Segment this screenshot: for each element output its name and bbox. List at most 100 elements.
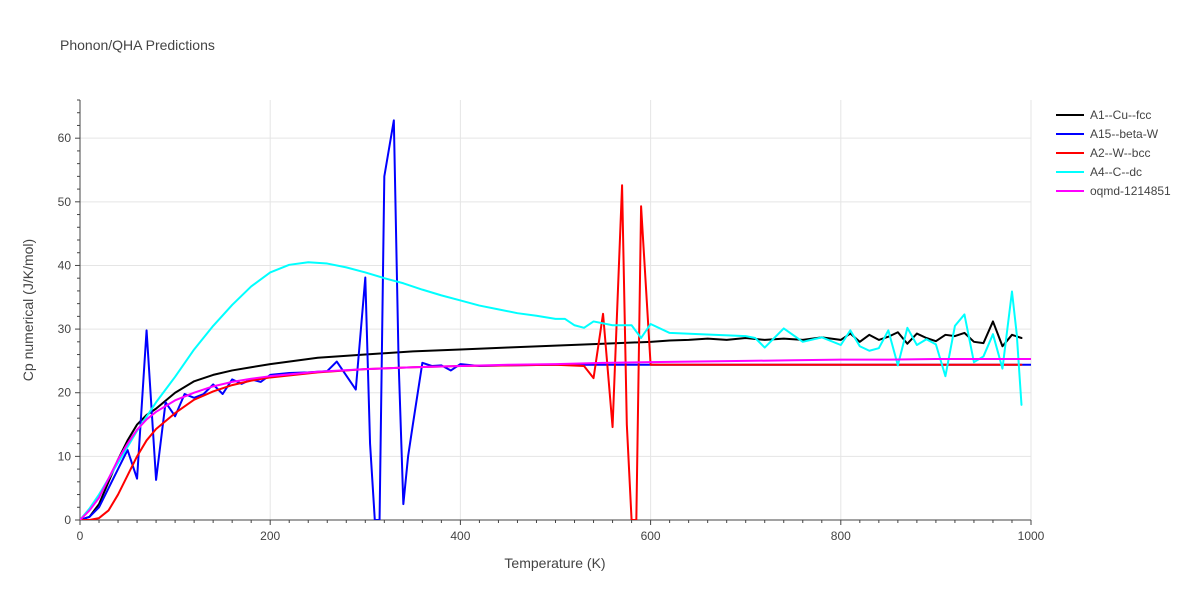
data-point — [354, 388, 358, 392]
data-point — [915, 343, 919, 347]
data-point — [820, 335, 824, 339]
x-tick-label: 1000 — [1018, 529, 1045, 543]
data-point — [801, 340, 805, 344]
data-point — [924, 337, 928, 341]
legend-item[interactable]: A2--W--bcc — [1056, 146, 1150, 160]
series-line-4[interactable] — [80, 358, 1031, 520]
series-line-2[interactable] — [80, 184, 1023, 520]
data-point — [934, 342, 938, 346]
x-tick-label: 800 — [831, 529, 851, 543]
data-point — [192, 391, 196, 395]
data-point — [268, 362, 272, 366]
data-point — [848, 328, 852, 332]
y-tick-label: 40 — [58, 258, 72, 272]
data-point — [173, 391, 177, 395]
data-point — [221, 392, 225, 396]
data-point — [145, 328, 149, 332]
data-point — [477, 304, 481, 308]
data-point — [164, 400, 168, 404]
data-point — [953, 324, 957, 328]
data-point — [411, 423, 415, 427]
data-point — [368, 442, 372, 446]
series-line-3[interactable] — [80, 261, 1023, 520]
data-point — [687, 338, 691, 342]
chart-title: Phonon/QHA Predictions — [60, 37, 215, 53]
series-line-0[interactable] — [80, 320, 1023, 520]
data-point — [1029, 357, 1033, 361]
legend[interactable]: A1--Cu--fcc A15--beta-W A2--W--bcc A4--C--d… — [1056, 108, 1171, 198]
data-point — [458, 347, 462, 351]
y-tick-label: 10 — [58, 449, 72, 463]
y-tick-label: 60 — [58, 131, 72, 145]
data-point — [582, 364, 586, 368]
data-point — [962, 312, 966, 316]
data-point — [554, 317, 558, 321]
data-point — [554, 362, 558, 366]
data-point — [135, 428, 139, 432]
data-point — [573, 323, 577, 327]
data-point — [877, 338, 881, 342]
data-point — [791, 358, 795, 362]
y-axis-title: Cp numerical (J/K/mol) — [20, 239, 36, 381]
data-point — [896, 363, 900, 367]
y-tick-label: 0 — [64, 513, 71, 527]
data-point — [401, 281, 405, 285]
data-point — [420, 288, 424, 292]
data-point — [962, 331, 966, 335]
data-point — [192, 398, 196, 402]
data-point — [268, 270, 272, 274]
data-point — [154, 410, 158, 414]
data-point — [211, 384, 215, 388]
data-point — [506, 363, 510, 367]
data-point — [363, 270, 367, 274]
data-point — [1019, 336, 1023, 340]
data-point — [634, 518, 638, 522]
data-point — [449, 368, 453, 372]
data-point — [943, 333, 947, 337]
data-point — [639, 204, 643, 208]
data-point — [649, 360, 653, 364]
data-point — [496, 307, 500, 311]
data-point — [154, 400, 158, 404]
legend-item[interactable]: A15--beta-W — [1056, 127, 1159, 141]
data-point — [211, 324, 215, 328]
data-point — [249, 284, 253, 288]
data-point — [867, 349, 871, 353]
data-point — [592, 319, 596, 323]
data-point — [839, 363, 843, 367]
legend-item[interactable]: A4--C--dc — [1056, 165, 1142, 179]
legend-label: A1--Cu--fcc — [1090, 108, 1151, 122]
data-point — [934, 363, 938, 367]
data-point — [126, 473, 130, 477]
data-point — [325, 262, 329, 266]
data-point — [981, 341, 985, 345]
data-point — [886, 328, 890, 332]
legend-item[interactable]: oqmd-1214851 — [1056, 184, 1171, 198]
data-point — [126, 442, 130, 446]
y-tick-label: 20 — [58, 386, 72, 400]
data-point — [668, 339, 672, 343]
data-point — [839, 358, 843, 362]
data-point — [915, 332, 919, 336]
data-point — [639, 336, 643, 340]
data-point — [649, 322, 653, 326]
data-point — [877, 346, 881, 350]
data-point — [886, 358, 890, 362]
data-point — [991, 332, 995, 336]
data-point — [268, 374, 272, 378]
data-point — [135, 423, 139, 427]
axis-layer: 0 200 400 600 800 1000 0 10 20 30 40 50 60 — [58, 99, 1045, 543]
data-point — [230, 303, 234, 307]
data-point — [601, 361, 605, 365]
data-point — [135, 454, 139, 458]
legend-item[interactable]: A1--Cu--fcc — [1056, 108, 1151, 122]
data-point — [363, 367, 367, 371]
data-point — [744, 334, 748, 338]
data-point — [763, 338, 767, 342]
data-point — [458, 298, 462, 302]
data-point — [363, 276, 367, 280]
data-point — [668, 363, 672, 367]
data-point — [88, 518, 92, 522]
data-point — [230, 368, 234, 372]
